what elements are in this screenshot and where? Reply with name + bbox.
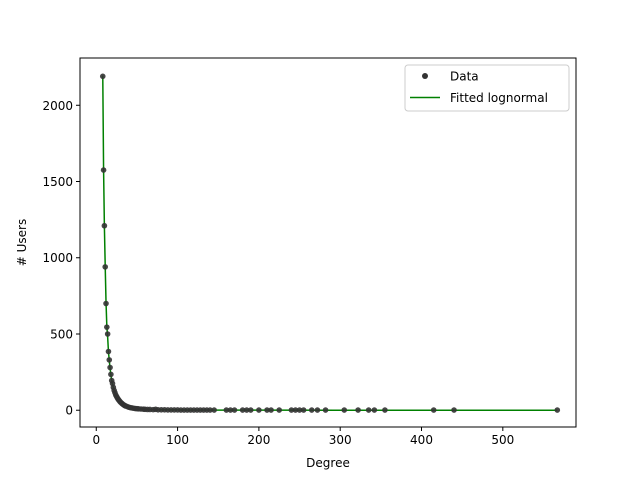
data-point bbox=[300, 407, 307, 413]
data-point bbox=[264, 407, 270, 413]
y-tick-label: 1000 bbox=[42, 251, 73, 265]
data-point bbox=[105, 348, 112, 355]
data-point bbox=[211, 407, 217, 413]
x-tick-label: 200 bbox=[247, 433, 270, 447]
data-point bbox=[227, 407, 234, 413]
data-point bbox=[101, 222, 108, 229]
data-point bbox=[99, 73, 106, 80]
data-point bbox=[451, 407, 457, 413]
x-tick-label: 300 bbox=[329, 433, 352, 447]
x-axis-label: Degree bbox=[306, 456, 350, 470]
legend-marker-data bbox=[422, 73, 428, 79]
y-tick-label: 2000 bbox=[42, 99, 73, 113]
data-point bbox=[365, 407, 372, 413]
legend-label-data: Data bbox=[450, 70, 479, 84]
data-point bbox=[322, 407, 329, 413]
data-point bbox=[104, 331, 111, 337]
legend-label-fitted: Fitted lognormal bbox=[450, 91, 548, 105]
data-point bbox=[243, 407, 250, 413]
data-point bbox=[103, 300, 109, 307]
data-point bbox=[106, 357, 113, 363]
x-tick-label: 500 bbox=[491, 433, 514, 447]
data-point bbox=[382, 407, 388, 413]
data-point bbox=[371, 407, 378, 413]
data-point bbox=[207, 407, 213, 413]
data-point bbox=[308, 407, 315, 413]
data-point bbox=[314, 407, 321, 413]
legend-box bbox=[404, 64, 570, 112]
data-point bbox=[554, 407, 561, 413]
data-point bbox=[355, 407, 361, 413]
data-point bbox=[108, 371, 114, 378]
data-point bbox=[296, 407, 303, 413]
axis-ticks: 0 100 200 300 400 500 0 500 1000 1500 2000 bbox=[42, 99, 514, 447]
data-point bbox=[247, 407, 254, 413]
data-point bbox=[239, 407, 246, 413]
data-point bbox=[107, 364, 113, 371]
data-point bbox=[231, 407, 238, 413]
y-axis-label: # Users bbox=[15, 219, 29, 266]
data-point bbox=[430, 407, 437, 413]
data-point bbox=[288, 407, 295, 413]
axes-frame bbox=[79, 57, 577, 428]
data-point bbox=[223, 407, 230, 413]
x-tick-label: 100 bbox=[166, 433, 189, 447]
legend: Data Fitted lognormal bbox=[404, 64, 570, 112]
y-tick-label: 500 bbox=[50, 327, 73, 341]
y-tick-label: 1500 bbox=[42, 175, 73, 189]
x-tick-label: 0 bbox=[92, 433, 100, 447]
data-point bbox=[292, 407, 299, 413]
plot-area bbox=[99, 73, 561, 413]
y-tick-label: 0 bbox=[65, 404, 73, 418]
data-point bbox=[100, 167, 107, 173]
data-point bbox=[276, 407, 283, 413]
data-point bbox=[268, 407, 274, 413]
data-point bbox=[256, 407, 262, 413]
data-point bbox=[102, 264, 109, 270]
x-tick-label: 400 bbox=[410, 433, 433, 447]
data-point bbox=[341, 407, 348, 413]
data-point bbox=[104, 324, 110, 330]
